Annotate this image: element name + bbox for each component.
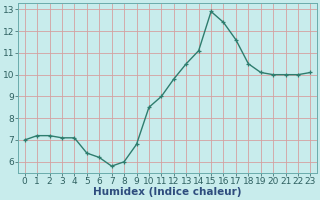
X-axis label: Humidex (Indice chaleur): Humidex (Indice chaleur) [93, 187, 242, 197]
